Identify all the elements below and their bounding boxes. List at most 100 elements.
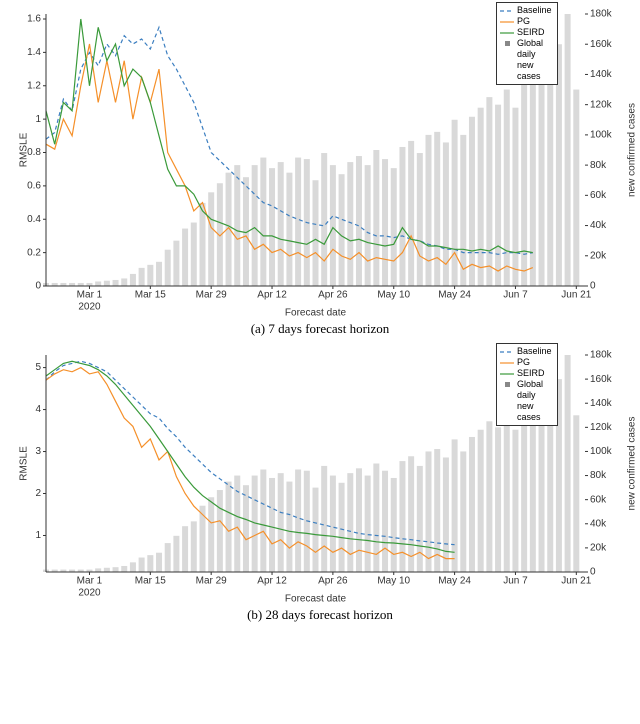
legend-item: PG [500, 16, 554, 27]
y2-tick-label: 180k [590, 9, 613, 20]
case-bar [408, 456, 415, 572]
series-line [45, 366, 455, 560]
y-tick-label: 1.2 [27, 80, 41, 91]
y-tick-label: 0.8 [27, 147, 41, 158]
case-bar [147, 555, 154, 572]
case-bar [521, 82, 528, 286]
case-bar [312, 180, 319, 286]
case-bar [390, 168, 397, 286]
case-bar [103, 567, 110, 572]
legend-label: Baseline [517, 346, 552, 356]
case-bar [538, 66, 545, 286]
case-bar [382, 470, 389, 572]
legend: Baseline PG SEIRD Global daily new cases [496, 343, 558, 426]
case-bar [486, 421, 493, 572]
case-bar [86, 282, 93, 286]
y2-tick-label: 160k [590, 374, 613, 385]
case-bar [121, 565, 128, 572]
case-bar [286, 172, 293, 286]
y-tick-label: 5 [35, 362, 41, 373]
case-bar [434, 449, 441, 572]
y2-tick-label: 0 [590, 281, 596, 292]
series-line [45, 18, 533, 254]
y2-tick-label: 20k [590, 543, 607, 554]
case-bar [216, 183, 223, 286]
case-bar [242, 177, 249, 286]
case-bar [495, 104, 502, 287]
case-bar [277, 162, 284, 286]
case-bar [225, 481, 232, 572]
y-tick-label: 1 [35, 114, 41, 125]
case-bar [521, 409, 528, 572]
legend-label: Global daily new cases [517, 379, 544, 422]
case-bar [382, 159, 389, 286]
case-bar [260, 157, 267, 286]
case-bar [468, 436, 475, 572]
case-bar [190, 521, 197, 572]
legend-item: Baseline [500, 5, 554, 16]
series-line [45, 25, 533, 255]
case-bar [321, 153, 328, 286]
case-bar [95, 568, 102, 572]
case-bar [295, 469, 302, 572]
case-bar [164, 543, 171, 572]
case-bar [390, 477, 397, 572]
case-bar [138, 557, 145, 572]
y-tick-label: 1 [35, 530, 41, 541]
case-bar [251, 475, 258, 572]
case-bar [77, 282, 84, 286]
case-bar [416, 465, 423, 572]
case-bar [503, 89, 510, 286]
case-bar [199, 202, 206, 286]
case-bar [69, 569, 76, 572]
y2-tick-label: 40k [590, 220, 607, 231]
case-bar [69, 282, 76, 286]
case-bar [234, 475, 241, 572]
y2-tick-label: 20k [590, 250, 607, 261]
case-bar [564, 355, 571, 572]
case-bar [529, 74, 536, 286]
legend-label: SEIRD [517, 368, 545, 378]
y2-tick-label: 80k [590, 470, 607, 481]
case-bar [129, 273, 136, 286]
case-bar [460, 451, 467, 572]
y2-tick-label: 120k [590, 422, 613, 433]
x-tick-label: Mar 29 [196, 576, 228, 587]
legend-swatch [500, 351, 514, 353]
case-bar [321, 465, 328, 572]
x-tick-label: May 10 [377, 576, 410, 587]
legend-label: PG [517, 16, 531, 26]
y2-tick-label: 140k [590, 69, 613, 80]
case-bar [51, 282, 58, 286]
legend-item: SEIRD [500, 27, 554, 38]
case-bar [286, 481, 293, 572]
y-tick-label: 0.4 [27, 214, 41, 225]
y-tick-label: 0.2 [27, 247, 41, 258]
case-bar [399, 461, 406, 572]
y2-tick-label: 40k [590, 518, 607, 529]
case-bar [399, 146, 406, 286]
case-bar [538, 397, 545, 572]
x-year-label: 2020 [78, 588, 101, 599]
legend-label: SEIRD [517, 27, 545, 37]
case-bar [190, 222, 197, 286]
x-tick-label: May 24 [438, 576, 471, 587]
case-bar [338, 482, 345, 572]
case-bar [512, 107, 519, 286]
caption: (a) 7 days forecast horizon [251, 321, 390, 336]
case-bar [355, 156, 362, 286]
case-bar [234, 165, 241, 286]
x-year-label: 2020 [78, 302, 101, 313]
case-bar [555, 379, 562, 572]
case-bar [129, 562, 136, 572]
case-bar [225, 172, 232, 286]
case-bar [555, 44, 562, 286]
case-bar [573, 89, 580, 286]
x-tick-label: May 24 [438, 290, 471, 301]
case-bar [477, 429, 484, 572]
y-tick-label: 1.4 [27, 47, 41, 58]
y2-tick-label: 160k [590, 39, 613, 50]
y2-tick-label: 0 [590, 567, 596, 578]
